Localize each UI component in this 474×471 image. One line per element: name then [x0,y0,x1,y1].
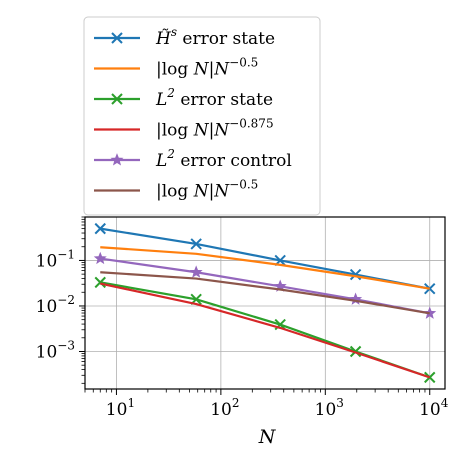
plot-frame [84,216,446,390]
legend-frame [83,16,321,216]
legend-label-4: L2 error control [155,147,292,171]
series-line-2 [100,281,431,379]
series-2-point-0-b [94,276,106,289]
legend-marker-4 [110,153,124,166]
series-0-point-1 [190,238,202,250]
y-tick-label-0: 10−1 [36,247,75,271]
series-0-point-0 [94,222,106,235]
series-line-5 [100,271,430,315]
y-tick-label-2: 10−3 [36,338,75,362]
series-4-point-3 [349,292,363,305]
legend-label-2: L2 error state [155,86,273,110]
legend-label-1: |log N|N−0.5 [156,56,258,80]
legend-marker-2 [111,93,123,105]
series-2-point-0 [94,276,106,289]
x-axis-label: N [258,426,277,448]
legend-label-0: H̃s error state [155,25,275,49]
y-tick-label-1: 10−2 [36,293,75,317]
series-line-3 [100,282,431,379]
series-4-point-1 [189,265,203,278]
legend-label-3: |log N|N−0.875 [156,117,274,141]
ticks: 101 102 103 104 10−1 10−2 10−3 [36,216,449,420]
series-0-point-3-b [349,268,362,281]
grid [85,217,445,389]
legend-marker-0 [111,32,123,44]
series-0-point-0-b [94,222,106,235]
series-layer [93,222,437,384]
x-tick-label-2: 103 [315,396,344,420]
legend-marker-0-b [111,32,123,44]
series-0-point-1-b [190,238,202,250]
x-tick-label-0: 101 [106,396,135,420]
legend-marker-2-b [111,93,123,105]
legend-label-5: |log N|N−0.5 [156,178,258,202]
x-tick-label-3: 104 [419,396,449,420]
series-line-1 [100,246,430,290]
legend: H̃s error state |log N|N−0.5 L2 error stat… [83,16,321,216]
x-tick-label-1: 102 [210,396,239,420]
series-4-point-0 [93,251,107,265]
